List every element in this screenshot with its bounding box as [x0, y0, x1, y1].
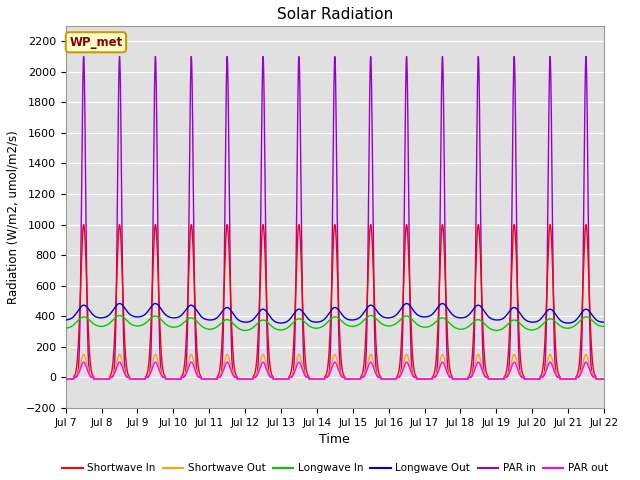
Y-axis label: Radiation (W/m2, umol/m2/s): Radiation (W/m2, umol/m2/s): [7, 130, 20, 304]
Legend: Shortwave In, Shortwave Out, Longwave In, Longwave Out, PAR in, PAR out: Shortwave In, Shortwave Out, Longwave In…: [58, 459, 612, 478]
Title: Solar Radiation: Solar Radiation: [276, 7, 393, 22]
X-axis label: Time: Time: [319, 433, 350, 446]
Text: WP_met: WP_met: [69, 36, 123, 49]
